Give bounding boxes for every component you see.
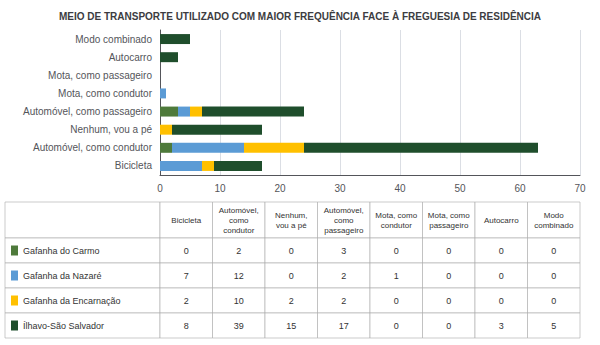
svg-text:17: 17 (339, 321, 349, 331)
svg-text:Gafanha da Nazaré: Gafanha da Nazaré (23, 271, 102, 281)
svg-text:0: 0 (289, 271, 294, 281)
svg-text:0: 0 (394, 246, 399, 256)
svg-text:0: 0 (499, 246, 504, 256)
svg-text:Ílhavo-São Salvador: Ílhavo-São Salvador (23, 321, 104, 331)
svg-text:2: 2 (184, 296, 189, 306)
svg-text:20: 20 (274, 183, 286, 194)
svg-text:3: 3 (341, 246, 346, 256)
svg-text:como: como (334, 216, 354, 225)
svg-text:Nenhum, vou a pé: Nenhum, vou a pé (70, 124, 152, 135)
svg-text:Mota, como condutor: Mota, como condutor (58, 88, 153, 99)
svg-text:1: 1 (394, 271, 399, 281)
svg-text:0: 0 (551, 296, 556, 306)
svg-text:0: 0 (446, 321, 451, 331)
svg-text:39: 39 (234, 321, 244, 331)
svg-text:12: 12 (234, 271, 244, 281)
svg-text:2: 2 (289, 296, 294, 306)
svg-text:40: 40 (394, 183, 406, 194)
svg-text:condutor: condutor (381, 221, 412, 230)
svg-text:Nenhum,: Nenhum, (275, 211, 307, 220)
svg-text:MEIO DE TRANSPORTE UTILIZADO C: MEIO DE TRANSPORTE UTILIZADO COM MAIOR F… (59, 10, 541, 22)
svg-text:10: 10 (214, 183, 226, 194)
svg-text:0: 0 (499, 296, 504, 306)
svg-text:Mota, como: Mota, como (428, 211, 470, 220)
svg-text:como: como (229, 216, 249, 225)
svg-text:Gafanha da Encarnação: Gafanha da Encarnação (23, 296, 121, 306)
svg-text:3: 3 (499, 321, 504, 331)
svg-text:0: 0 (446, 271, 451, 281)
svg-text:Automóvel,: Automóvel, (324, 206, 364, 215)
svg-text:7: 7 (184, 271, 189, 281)
svg-text:Gafanha do Carmo: Gafanha do Carmo (23, 246, 100, 256)
svg-text:vou a pé: vou a pé (276, 221, 307, 230)
svg-text:0: 0 (446, 246, 451, 256)
svg-text:Modo combinado: Modo combinado (75, 34, 152, 45)
svg-text:Bicicleta: Bicicleta (115, 160, 153, 171)
svg-text:15: 15 (286, 321, 296, 331)
svg-text:0: 0 (394, 321, 399, 331)
svg-text:Autocarro: Autocarro (484, 216, 519, 225)
svg-text:0: 0 (394, 296, 399, 306)
svg-text:2: 2 (341, 271, 346, 281)
svg-text:2: 2 (236, 246, 241, 256)
svg-text:passageiro: passageiro (429, 221, 469, 230)
svg-text:0: 0 (551, 246, 556, 256)
svg-text:Automóvel,: Automóvel, (219, 206, 259, 215)
svg-text:0: 0 (446, 296, 451, 306)
svg-text:0: 0 (289, 246, 294, 256)
svg-text:Autocarro: Autocarro (109, 52, 153, 63)
svg-text:30: 30 (334, 183, 346, 194)
svg-text:Mota, como: Mota, como (375, 211, 417, 220)
svg-text:condutor: condutor (223, 226, 254, 235)
svg-text:passageiro: passageiro (324, 226, 364, 235)
svg-text:Automóvel, como condutor: Automóvel, como condutor (33, 142, 153, 153)
svg-text:50: 50 (454, 183, 466, 194)
svg-text:2: 2 (341, 296, 346, 306)
svg-text:60: 60 (514, 183, 526, 194)
svg-text:0: 0 (499, 271, 504, 281)
svg-text:8: 8 (184, 321, 189, 331)
svg-text:0: 0 (157, 183, 163, 194)
svg-text:Modo: Modo (544, 211, 565, 220)
svg-text:70: 70 (574, 183, 586, 194)
svg-text:Bicicleta: Bicicleta (171, 216, 201, 225)
svg-text:5: 5 (551, 321, 556, 331)
svg-text:combinado: combinado (534, 221, 574, 230)
svg-text:Mota, como passageiro: Mota, como passageiro (48, 70, 152, 81)
svg-text:10: 10 (234, 296, 244, 306)
svg-text:0: 0 (184, 246, 189, 256)
svg-text:0: 0 (551, 271, 556, 281)
svg-text:Automóvel, como passageiro: Automóvel, como passageiro (23, 106, 152, 117)
